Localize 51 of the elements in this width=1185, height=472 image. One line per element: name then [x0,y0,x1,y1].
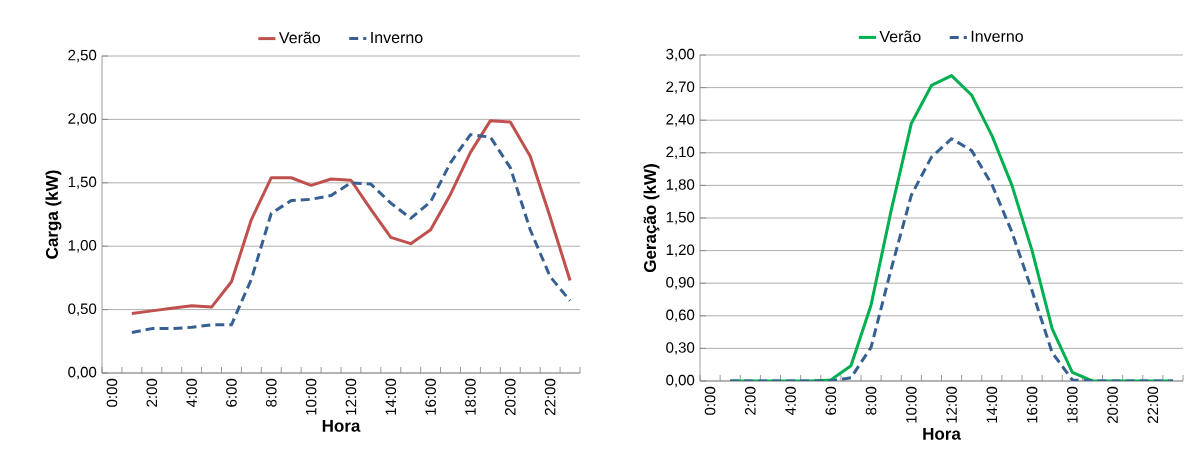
x-tick-label: 20:00 [1107,386,1118,423]
x-tick-label: 4:00 [785,386,796,416]
x-tick-label: 2:00 [146,378,158,407]
y-tick-label: 2,00 [68,113,97,126]
x-axis-title: Hora [322,419,361,432]
y-tick-label: 1,80 [666,179,695,192]
x-tick-label: 14:00 [986,386,998,423]
x-tick-label: 18:00 [465,378,476,415]
x-tick-label: 2:00 [745,386,756,415]
x-tick-label: 6:00 [825,386,837,415]
x-tick-label: 12:00 [946,386,957,423]
y-tick-label: 0,90 [666,277,695,290]
x-tick-label: 16:00 [425,378,436,415]
x-tick-label: 0:00 [704,386,716,415]
x-tick-label: 10:00 [305,378,317,415]
y-axis-title: Carga (kW) [45,170,62,259]
x-tick-label: 14:00 [385,378,397,415]
x-tick-label: 0:00 [106,378,118,407]
y-tick-label: 1,00 [68,240,97,253]
legend-label: Inverno [971,30,1023,42]
x-tick-label: 18:00 [1067,386,1078,423]
line-series [130,133,572,334]
legend-label: Verão [879,30,921,43]
x-tick-label: 8:00 [865,386,877,415]
y-tick-label: 2,70 [666,81,695,94]
x-axis-title: Hora [923,427,961,440]
y-tick-label: 2,50 [68,49,97,63]
y-tick-label: 0,30 [666,342,695,355]
y-tick-label: 0,00 [68,366,97,380]
x-tick-label: 6:00 [226,378,237,407]
y-tick-label: 0,50 [68,303,97,316]
line-series [130,119,572,315]
y-tick-label: 0,00 [666,374,695,388]
y-tick-label: 2,40 [666,114,695,127]
y-tick-label: 1,50 [666,211,695,225]
legend-label: Verão [278,31,321,44]
y-tick-label: 3,00 [666,48,695,62]
y-tick-label: 1,50 [68,176,97,189]
legend-label: Inverno [371,31,423,44]
x-tick-label: 22:00 [1147,386,1159,423]
x-tick-label: 22:00 [544,378,556,415]
y-axis-title: Geração (kW) [643,164,660,273]
x-tick-label: 16:00 [1026,386,1038,423]
y-tick-label: 2,10 [666,146,695,159]
x-tick-label: 12:00 [345,378,357,415]
x-tick-label: 4:00 [186,378,197,408]
x-tick-label: 20:00 [504,378,516,415]
y-tick-label: 1,20 [666,244,695,257]
y-tick-label: 0,60 [666,309,695,322]
x-tick-label: 8:00 [265,378,277,407]
x-tick-label: 10:00 [906,386,917,423]
